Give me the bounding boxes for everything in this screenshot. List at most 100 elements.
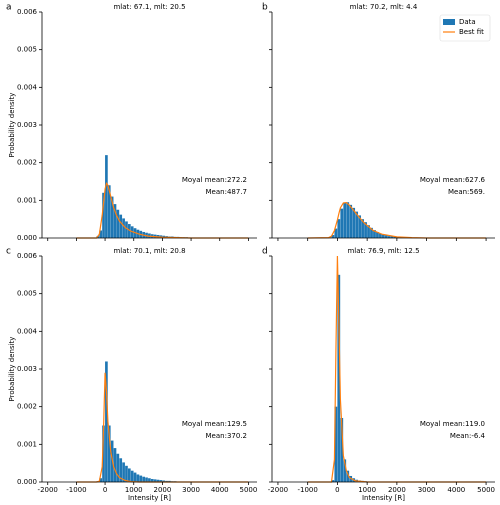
histogram-bar [361, 219, 364, 238]
x-tick-label: 2000 [388, 486, 406, 494]
x-tick-label: 5000 [477, 486, 495, 494]
histogram-bar [107, 425, 111, 482]
y-tick-label: 0.002 [17, 403, 37, 411]
histogram-bar [370, 227, 373, 238]
legend-label: Data [459, 18, 476, 26]
x-axis-label: Intensity [R] [128, 494, 171, 502]
histogram-bar [102, 425, 105, 482]
panel-title: mlat: 67.1, mlt: 20.5 [113, 3, 185, 11]
histogram-bar [119, 458, 123, 482]
histogram-bar [102, 192, 105, 238]
x-tick-label: 0 [103, 486, 107, 494]
histogram-bar [145, 477, 148, 482]
x-tick-label: 1000 [358, 486, 376, 494]
histogram-bar [116, 453, 120, 482]
histogram-bar [373, 230, 376, 238]
histogram-bar [113, 448, 117, 482]
x-tick-label: 4000 [211, 486, 229, 494]
x-tick-label: 1000 [125, 486, 143, 494]
legend-swatch [443, 19, 455, 25]
histogram-bar [352, 207, 356, 238]
histogram-bar [331, 234, 335, 238]
histogram-bar [136, 474, 140, 482]
histogram-bar [116, 209, 120, 238]
histogram-bar [125, 221, 128, 238]
x-tick-label: -1000 [298, 486, 318, 494]
x-tick-label: -2000 [268, 486, 288, 494]
annotation: Mean:-6.4 [450, 432, 486, 440]
histogram-bar [358, 215, 361, 238]
histogram-bar [159, 480, 163, 482]
histogram-bar [337, 219, 341, 238]
y-tick-label: 0.004 [17, 327, 38, 335]
y-tick-label: 0.004 [17, 83, 38, 91]
histogram-bar [384, 235, 388, 238]
y-tick-label: 0.000 [17, 478, 37, 486]
y-tick-label: 0.002 [17, 159, 37, 167]
y-tick-label: 0.003 [17, 365, 37, 373]
x-tick-label: -1000 [66, 486, 86, 494]
histogram-bar [105, 155, 108, 238]
y-tick-label: 0.006 [17, 252, 38, 260]
histogram-bar [153, 479, 157, 482]
histogram-bar [390, 236, 394, 238]
annotation: Moyal mean:129.5 [182, 420, 247, 428]
annotation: Mean:370.2 [206, 432, 247, 440]
fit-line [307, 201, 487, 239]
annotation: Moyal mean:627.6 [420, 176, 486, 184]
histogram-bar [379, 233, 382, 238]
histogram-bar [337, 274, 341, 482]
histogram-bar [107, 185, 111, 238]
panel-label: a [6, 3, 12, 13]
histogram-bar [343, 459, 347, 482]
histogram-bar [364, 222, 367, 238]
histogram-bar [343, 202, 347, 238]
histogram-bar [139, 475, 143, 482]
histogram-bar [382, 234, 385, 238]
panel-title: mlat: 76.9, mlt: 12.5 [347, 247, 419, 255]
fit-line [307, 255, 487, 483]
histogram-bar [393, 236, 397, 238]
histogram-bar [122, 462, 125, 482]
histogram-bar [376, 231, 379, 238]
y-tick-label: 0.006 [17, 8, 38, 16]
histogram-bar [128, 468, 131, 482]
histogram-bar [349, 204, 353, 238]
histogram-bar [128, 224, 131, 238]
x-tick-label: 2000 [153, 486, 171, 494]
panel-label: d [262, 247, 268, 257]
annotation: Moyal mean:119.0 [420, 420, 485, 428]
histogram-bar [156, 479, 160, 482]
histogram-bar [133, 472, 137, 482]
annotation: Mean:487.7 [206, 188, 247, 196]
x-tick-label: 0 [335, 486, 339, 494]
x-tick-label: 3000 [418, 486, 436, 494]
histogram-bar [367, 225, 370, 238]
panel-label: c [6, 247, 11, 257]
histogram-bar [148, 478, 151, 482]
y-tick-label: 0.003 [17, 121, 37, 129]
histogram-bar [331, 480, 335, 482]
x-tick-label: -2000 [38, 486, 58, 494]
y-axis-label: Probability density [8, 93, 16, 158]
legend-label: Best fit [459, 28, 484, 36]
histogram-bar [346, 470, 350, 482]
histogram-bar [150, 478, 154, 482]
histogram-bar [130, 470, 134, 482]
annotation: Moyal mean:272.2 [182, 176, 247, 184]
histogram-bar [125, 465, 128, 482]
histogram-bar [99, 478, 102, 482]
annotation: Mean:569. [448, 188, 485, 196]
y-tick-label: 0.000 [17, 234, 37, 242]
y-tick-label: 0.001 [17, 440, 37, 448]
histogram-bar [113, 204, 117, 238]
y-axis-label: Probability density [8, 337, 16, 402]
histogram-bar [105, 361, 108, 482]
y-tick-label: 0.005 [17, 46, 37, 54]
panel-title: mlat: 70.1, mlt: 20.8 [113, 247, 185, 255]
histogram-bar [387, 236, 391, 238]
x-axis-label: Intensity [R] [362, 494, 405, 502]
panel-label: b [262, 3, 268, 13]
histogram-bar [162, 480, 166, 482]
